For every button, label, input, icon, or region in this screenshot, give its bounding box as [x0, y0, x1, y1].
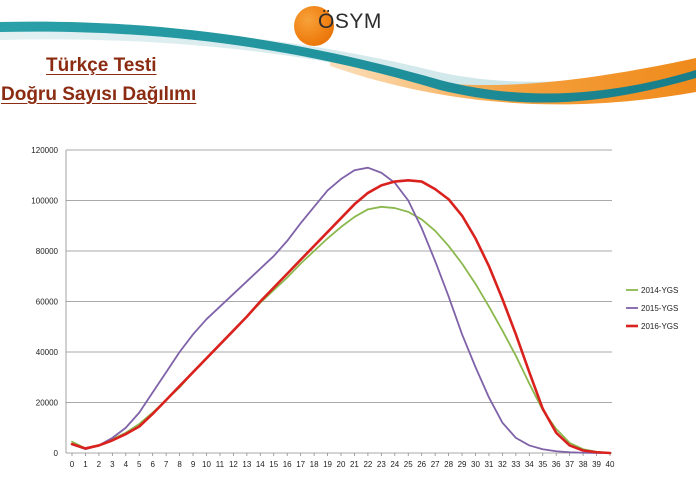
x-tick-label: 22 — [363, 460, 372, 469]
x-tick-label: 15 — [269, 460, 278, 469]
x-tick-label: 31 — [484, 460, 493, 469]
y-tick-label: 100000 — [31, 197, 58, 206]
x-tick-label: 13 — [242, 460, 251, 469]
x-tick-label: 14 — [256, 460, 265, 469]
y-tick-label: 120000 — [31, 146, 58, 155]
y-tick-label: 40000 — [36, 348, 59, 357]
x-tick-label: 0 — [70, 460, 75, 469]
x-tick-label: 39 — [592, 460, 601, 469]
x-tick-label: 24 — [390, 460, 399, 469]
x-tick-label: 21 — [350, 460, 359, 469]
x-tick-label: 27 — [431, 460, 440, 469]
x-tick-label: 16 — [283, 460, 292, 469]
x-tick-label: 19 — [323, 460, 332, 469]
y-tick-label: 0 — [54, 449, 59, 458]
x-tick-label: 17 — [296, 460, 305, 469]
legend-label: 2014-YGS — [641, 286, 678, 295]
x-tick-label: 2 — [97, 460, 102, 469]
legend-label: 2016-YGS — [641, 322, 678, 331]
banner-teal-wave — [0, 21, 696, 103]
x-tick-label: 20 — [337, 460, 346, 469]
y-tick-label: 60000 — [36, 298, 59, 307]
x-tick-label: 12 — [229, 460, 238, 469]
y-tick-label: 20000 — [36, 399, 59, 408]
x-tick-label: 10 — [202, 460, 211, 469]
logo-text: ÖSYM — [318, 10, 382, 33]
x-tick-label: 32 — [498, 460, 507, 469]
x-tick-label: 4 — [124, 460, 129, 469]
x-tick-label: 18 — [310, 460, 319, 469]
x-tick-label: 6 — [150, 460, 155, 469]
y-tick-label: 80000 — [36, 247, 59, 256]
x-tick-label: 29 — [458, 460, 467, 469]
series-line-2015-ygs — [71, 166, 611, 454]
chart-legend: 2014-YGS 2015-YGS 2016-YGS — [626, 286, 678, 331]
x-tick-label: 38 — [579, 460, 588, 469]
x-tick-label: 33 — [511, 460, 520, 469]
x-tick-label: 40 — [606, 460, 615, 469]
x-tick-label: 8 — [177, 460, 182, 469]
x-tick-label: 7 — [164, 460, 169, 469]
x-tick-label: 9 — [191, 460, 196, 469]
x-tick-label: 3 — [110, 460, 115, 469]
x-tick-label: 35 — [538, 460, 547, 469]
page-title-line2: Doğru Sayısı Dağılımı — [1, 84, 197, 105]
x-tick-label: 36 — [552, 460, 561, 469]
chart-grid — [66, 149, 612, 454]
logo-circle-icon — [294, 6, 334, 46]
legend-label: 2015-YGS — [641, 304, 678, 313]
chart-series — [70, 166, 612, 455]
x-tick-label: 28 — [444, 460, 453, 469]
series-line-2014-ygs — [71, 205, 611, 454]
x-tick-label: 1 — [83, 460, 88, 469]
x-tick-label: 26 — [417, 460, 426, 469]
x-tick-label: 34 — [525, 460, 534, 469]
x-tick-label: 30 — [471, 460, 480, 469]
series-line-2016-ygs — [70, 179, 612, 455]
osym-logo: ÖSYM — [292, 4, 392, 50]
x-tick-label: 23 — [377, 460, 386, 469]
x-tick-label: 11 — [216, 460, 225, 469]
x-tick-label: 25 — [404, 460, 413, 469]
page-title-line1: Türkçe Testi — [46, 55, 157, 76]
x-tick-label: 37 — [565, 460, 574, 469]
x-tick-label: 5 — [137, 460, 142, 469]
header-banner — [0, 21, 696, 105]
